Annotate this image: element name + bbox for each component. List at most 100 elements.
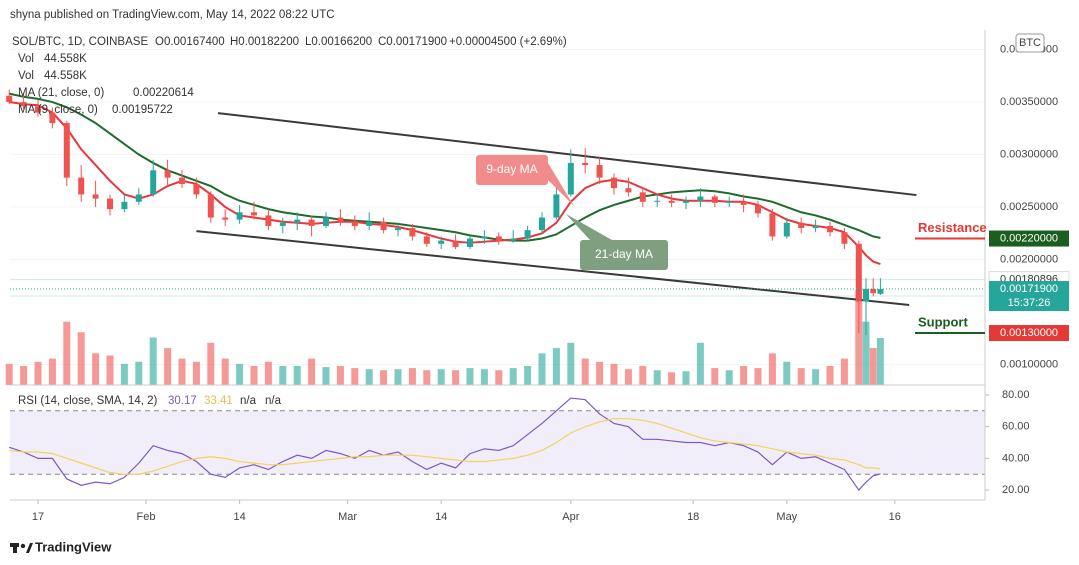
volume-bar — [596, 361, 604, 385]
volume-bar — [135, 361, 143, 385]
candle-body — [423, 236, 430, 244]
candle-body — [265, 215, 272, 226]
rsi-legend: RSI (14, close, SMA, 14, 2) — [18, 395, 158, 407]
annotation-21day: 21-day MA — [566, 214, 668, 270]
volume-bar — [552, 348, 560, 385]
volume-legend: Vol — [18, 70, 34, 82]
volume-bar — [5, 363, 13, 385]
candle-body — [222, 217, 229, 220]
volume-bar — [826, 366, 834, 385]
ohlc-close: C0.00171900 — [378, 36, 447, 48]
ma-legend-value: 0.00195722 — [112, 104, 173, 116]
volume-bar — [236, 363, 244, 385]
candle-body — [481, 236, 488, 239]
y-tick-label: 0.00350000 — [1000, 96, 1058, 108]
candle-body — [380, 221, 387, 231]
currency-box[interactable] — [1015, 33, 1045, 53]
x-tick-label: 16 — [889, 511, 901, 523]
volume-bar — [149, 337, 157, 385]
rsi-tick-label: 40.00 — [1002, 452, 1030, 464]
candle-body — [366, 221, 373, 226]
candle-body — [279, 222, 286, 226]
candle-body — [121, 201, 128, 210]
rsi-tick-label: 20.00 — [1002, 484, 1030, 496]
annotation-box — [476, 155, 548, 185]
candle-body — [6, 95, 13, 103]
candle-body — [150, 170, 157, 195]
ma-legend: MA (21, close, 0) — [18, 87, 104, 99]
volume-bar — [351, 368, 359, 385]
volume-bar — [581, 358, 589, 385]
volume-bar — [524, 366, 532, 385]
volume-bar — [509, 368, 517, 385]
candle-body — [323, 217, 329, 226]
ma-legend-value: 0.00220614 — [133, 87, 194, 99]
x-tick-label: May — [776, 511, 797, 523]
level-tag-label: 0.00220000 — [1000, 232, 1058, 244]
currency[interactable]: BTC — [1019, 37, 1041, 49]
volume-bar — [423, 370, 431, 385]
volume-bar — [164, 348, 172, 385]
candle-body — [855, 243, 862, 302]
level-tag-label: 0.00130000 — [1000, 327, 1058, 339]
symbol: SOL/BTC, 1D, COINBASE — [12, 36, 148, 48]
ma-legend: MA (9, close, 0) — [18, 104, 98, 116]
volume-bar — [639, 366, 647, 385]
volume-bar — [452, 370, 460, 385]
rsi-line — [9, 397, 881, 492]
candle-body — [452, 240, 459, 247]
candle-body — [783, 222, 790, 237]
rsi-value: 30.17 — [168, 395, 197, 407]
volume-bar — [279, 366, 287, 385]
candle-body — [683, 200, 689, 203]
volume-bar — [466, 368, 474, 385]
candle-body — [251, 212, 257, 216]
volume-bar — [495, 370, 503, 385]
candle-body — [769, 213, 776, 237]
last-price-label: 0.00171900 — [1000, 283, 1058, 295]
volume-bar — [120, 363, 128, 385]
level-name: Support — [918, 314, 968, 329]
rsi-line — [9, 418, 881, 475]
rsi-band — [10, 410, 985, 475]
level-tag — [989, 230, 1069, 247]
volume-bar — [250, 366, 258, 385]
candle-body — [567, 162, 574, 195]
volume-bar — [20, 366, 28, 385]
candle-body — [827, 225, 833, 233]
candle-body — [625, 188, 632, 193]
candle-body — [697, 196, 704, 201]
volume-bar — [768, 353, 776, 385]
volume-bar — [740, 366, 748, 385]
y-tick-label: 0.00200000 — [1000, 253, 1058, 265]
annotation-9day: 9-day MA — [476, 155, 574, 206]
annotation-pointer — [566, 214, 612, 240]
candle-body — [639, 192, 646, 202]
candle-body — [740, 201, 747, 205]
volume-bar — [855, 290, 863, 385]
candle-body — [812, 225, 819, 229]
ohlc-change: +0.00004500 (+2.69%) — [449, 36, 567, 48]
volume-bar — [725, 370, 733, 385]
x-tick-label: 14 — [435, 511, 447, 523]
volume-legend-value: 44.558K — [44, 70, 87, 82]
candle-body — [294, 219, 301, 223]
candle-body — [553, 194, 560, 218]
ohlc-high: H0.00182200 — [230, 36, 299, 48]
volume-bar — [308, 358, 316, 385]
annotation-text: 9-day MA — [486, 162, 537, 176]
trend-line — [217, 112, 917, 197]
countdown: 15:37:26 — [1008, 297, 1051, 309]
volume-bar — [293, 366, 301, 385]
trend-line — [196, 230, 910, 306]
candle-body — [35, 106, 41, 113]
candle-body — [409, 228, 416, 237]
volume-bar — [840, 358, 848, 385]
candle-body — [524, 230, 531, 239]
candle-body — [467, 238, 473, 247]
ohlc-open: O0.00167400 — [155, 36, 225, 48]
candle-body — [863, 288, 869, 302]
candle-body — [207, 194, 214, 218]
volume-bar — [77, 332, 85, 385]
